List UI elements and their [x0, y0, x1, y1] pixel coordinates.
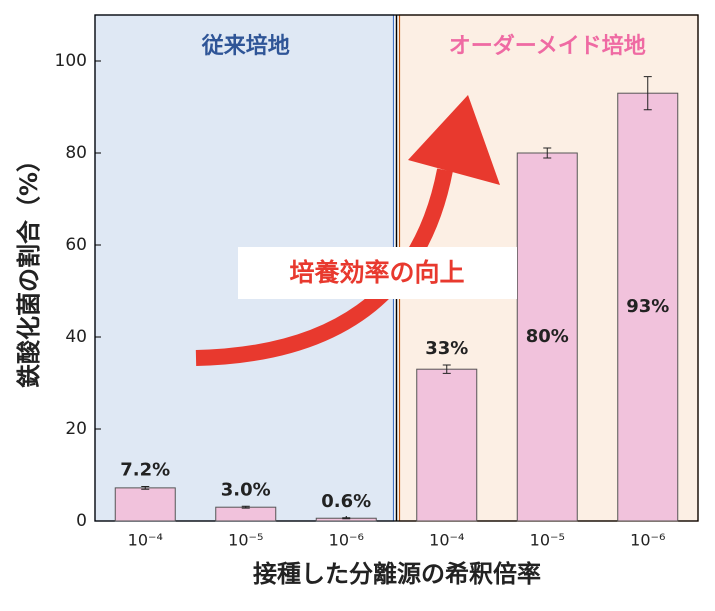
y-axis-title: 鉄酸化菌の割合（%） [15, 148, 43, 388]
x-tick-label: 10⁻⁶ [329, 531, 364, 550]
y-tick-label: 80 [65, 143, 87, 163]
value-label: 93% [626, 296, 669, 317]
annotation-box [238, 247, 517, 299]
y-tick-label: 40 [65, 327, 87, 347]
value-label: 80% [526, 326, 569, 347]
y-tick-label: 60 [65, 235, 87, 255]
x-tick-label: 10⁻⁴ [429, 531, 464, 550]
bar [215, 506, 277, 522]
bar [416, 368, 478, 522]
error-bar [442, 364, 451, 374]
x-axis-title: 接種した分離源の希釈倍率 [253, 560, 541, 588]
error-bar [643, 76, 652, 111]
error-bar [141, 486, 150, 490]
region-label: 従来培地 [201, 33, 290, 59]
y-tick-label: 0 [76, 511, 87, 531]
value-label: 0.6% [321, 491, 371, 512]
error-bar [543, 147, 552, 159]
arrow-head [408, 95, 500, 185]
error-bar [342, 517, 351, 520]
annotation: 培養効率の向上 [289, 258, 464, 287]
y-tick-label: 100 [55, 51, 87, 71]
region-label: オーダーメイド培地 [449, 33, 646, 59]
x-tick-label: 10⁻⁵ [228, 531, 263, 550]
x-tick-label: 10⁻⁵ [530, 531, 565, 550]
value-label: 3.0% [221, 479, 271, 500]
y-tick-label: 20 [65, 419, 87, 439]
plot-frame [94, 14, 699, 522]
bar [114, 487, 176, 522]
x-tick-label: 10⁻⁴ [128, 531, 163, 550]
x-tick-label: 10⁻⁶ [630, 531, 665, 550]
arrow-shaft [195, 168, 453, 366]
value-label: 33% [425, 338, 468, 359]
error-bar [241, 505, 250, 509]
value-label: 7.2% [120, 460, 170, 481]
